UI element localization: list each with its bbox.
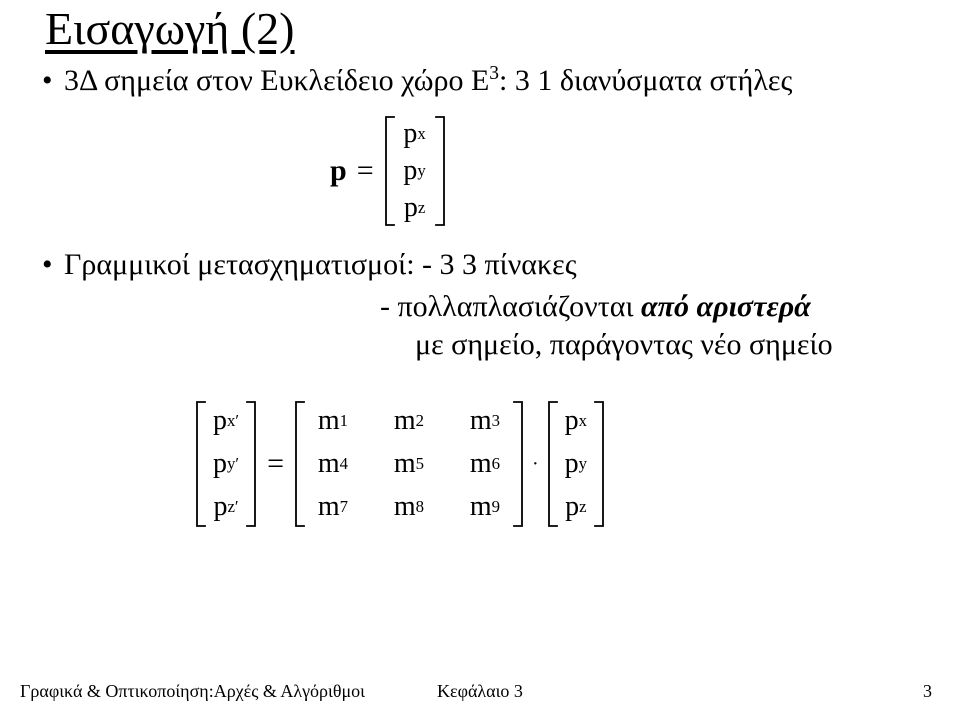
slide-page: Εισαγωγή (2) • 3Δ σημεία στον Ευκλείδειο… <box>0 0 960 720</box>
bullet-1-sup: 3 <box>489 63 499 84</box>
bullet-1: • 3Δ σημεία στον Ευκλείδειο χώρο E3: 3 1… <box>42 64 792 98</box>
equation-p-vector: p = px py pz <box>330 115 446 227</box>
equals-sign: = <box>357 154 374 188</box>
matrix-entry: m9 <box>464 487 506 527</box>
left-bracket-icon <box>384 115 396 227</box>
column-vector-p: px py pz <box>384 115 446 227</box>
bullet-dot-icon: • <box>42 66 64 96</box>
vector-entry: py′ <box>213 444 239 484</box>
bullet-1-prefix: 3Δ σημεία στον Ευκλείδειο χώρο E <box>64 64 489 97</box>
vector-entry: py <box>400 153 430 189</box>
matrix-entry: m4 <box>312 444 354 484</box>
sub-bullet-1-emph: από αριστερά <box>641 290 811 323</box>
rhs-vector: px py pz <box>547 400 605 528</box>
matrix-entry: m6 <box>464 444 506 484</box>
bullet-2: • Γραμμικοί μετασχηματισμοί: - 3 3 πίνακ… <box>42 248 577 282</box>
left-bracket-icon <box>195 400 207 528</box>
vector-entry: px′ <box>213 401 239 441</box>
lhs-vector: px′ py′ pz′ <box>195 400 257 528</box>
equation-matrix-transform: px′ py′ pz′ = m1 m4 m7 m2 m5 m8 m3 <box>195 400 605 528</box>
sub-bullet-1: - πολλαπλασιάζονται από αριστερά <box>380 290 811 324</box>
sub-bullet-2: με σημείο, παράγοντας νέο σημείο <box>415 328 833 362</box>
equals-sign: = <box>267 447 284 481</box>
vector-entry: pz <box>565 487 587 527</box>
matrix-entry: m8 <box>388 487 430 527</box>
right-bracket-icon <box>245 400 257 528</box>
vector-entry: px <box>400 116 430 152</box>
matrix-entry: m1 <box>312 401 354 441</box>
vector-p-symbol: p <box>330 154 347 188</box>
vector-entry: pz′ <box>213 487 239 527</box>
vector-entry: pz <box>400 190 430 226</box>
sub-bullet-1-text: - πολλαπλασιάζονται <box>380 290 641 323</box>
footer-page-number: 3 <box>923 681 932 702</box>
matrix-m: m1 m4 m7 m2 m5 m8 m3 m6 m9 <box>294 400 524 528</box>
bullet-1-rest: : 3 1 διανύσματα στήλες <box>499 64 792 97</box>
matrix-entry: m7 <box>312 487 354 527</box>
right-bracket-icon <box>512 400 524 528</box>
right-bracket-icon <box>593 400 605 528</box>
left-bracket-icon <box>547 400 559 528</box>
bullet-2-text: Γραμμικοί μετασχηματισμοί: - 3 3 πίνακες <box>64 248 577 282</box>
left-bracket-icon <box>294 400 306 528</box>
bullet-1-text: 3Δ σημεία στον Ευκλείδειο χώρο E3: 3 1 δ… <box>64 64 792 98</box>
matrix-entry: m3 <box>464 401 506 441</box>
footer-center: Κεφάλαιο 3 <box>0 681 960 702</box>
bullet-dot-icon: • <box>42 250 64 280</box>
dot-operator: · <box>532 453 539 476</box>
right-bracket-icon <box>434 115 446 227</box>
vector-entry: py <box>565 444 587 484</box>
page-title: Εισαγωγή (2) <box>45 2 295 55</box>
matrix-entry: m2 <box>388 401 430 441</box>
matrix-entry: m5 <box>388 444 430 484</box>
vector-entry: px <box>565 401 587 441</box>
